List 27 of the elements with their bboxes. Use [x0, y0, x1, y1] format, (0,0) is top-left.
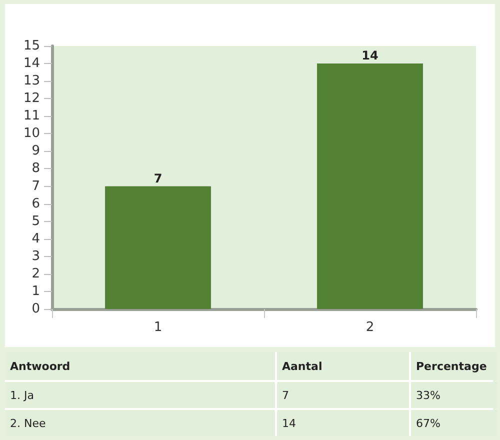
text: 2. Nee [5, 410, 275, 436]
y-tick-label: 7 [32, 178, 40, 194]
data-label: 14 [362, 48, 378, 63]
y-tick-label: 8 [32, 161, 40, 176]
y-tick-label: 2 [32, 266, 40, 282]
y-tick-label: 3 [32, 248, 40, 264]
y-tick-label: 4 [32, 231, 40, 246]
y-tick-label: 9 [32, 144, 40, 159]
text: Aantal [277, 352, 409, 380]
text: 33% [411, 382, 497, 408]
y-tick-label: 15 [23, 38, 40, 54]
text: Percentage [411, 352, 497, 380]
text: 67% [411, 410, 497, 436]
text: Antwoord [5, 352, 275, 380]
y-tick-label: 0 [32, 302, 40, 316]
y-tick-label: 11 [23, 108, 40, 124]
y-tick-label: 14 [23, 56, 40, 72]
y-tick-label: 1 [32, 284, 40, 299]
y-tick-label: 5 [32, 214, 40, 229]
y-tick-label: 6 [32, 196, 40, 212]
y-tick-label: 12 [23, 91, 40, 106]
text: 14 [277, 410, 409, 436]
text: 7 [277, 382, 409, 408]
y-tick-label: 13 [23, 74, 40, 89]
text: 1. Ja [5, 382, 275, 408]
data-label: 7 [154, 171, 162, 186]
y-tick-label: 10 [23, 126, 40, 142]
